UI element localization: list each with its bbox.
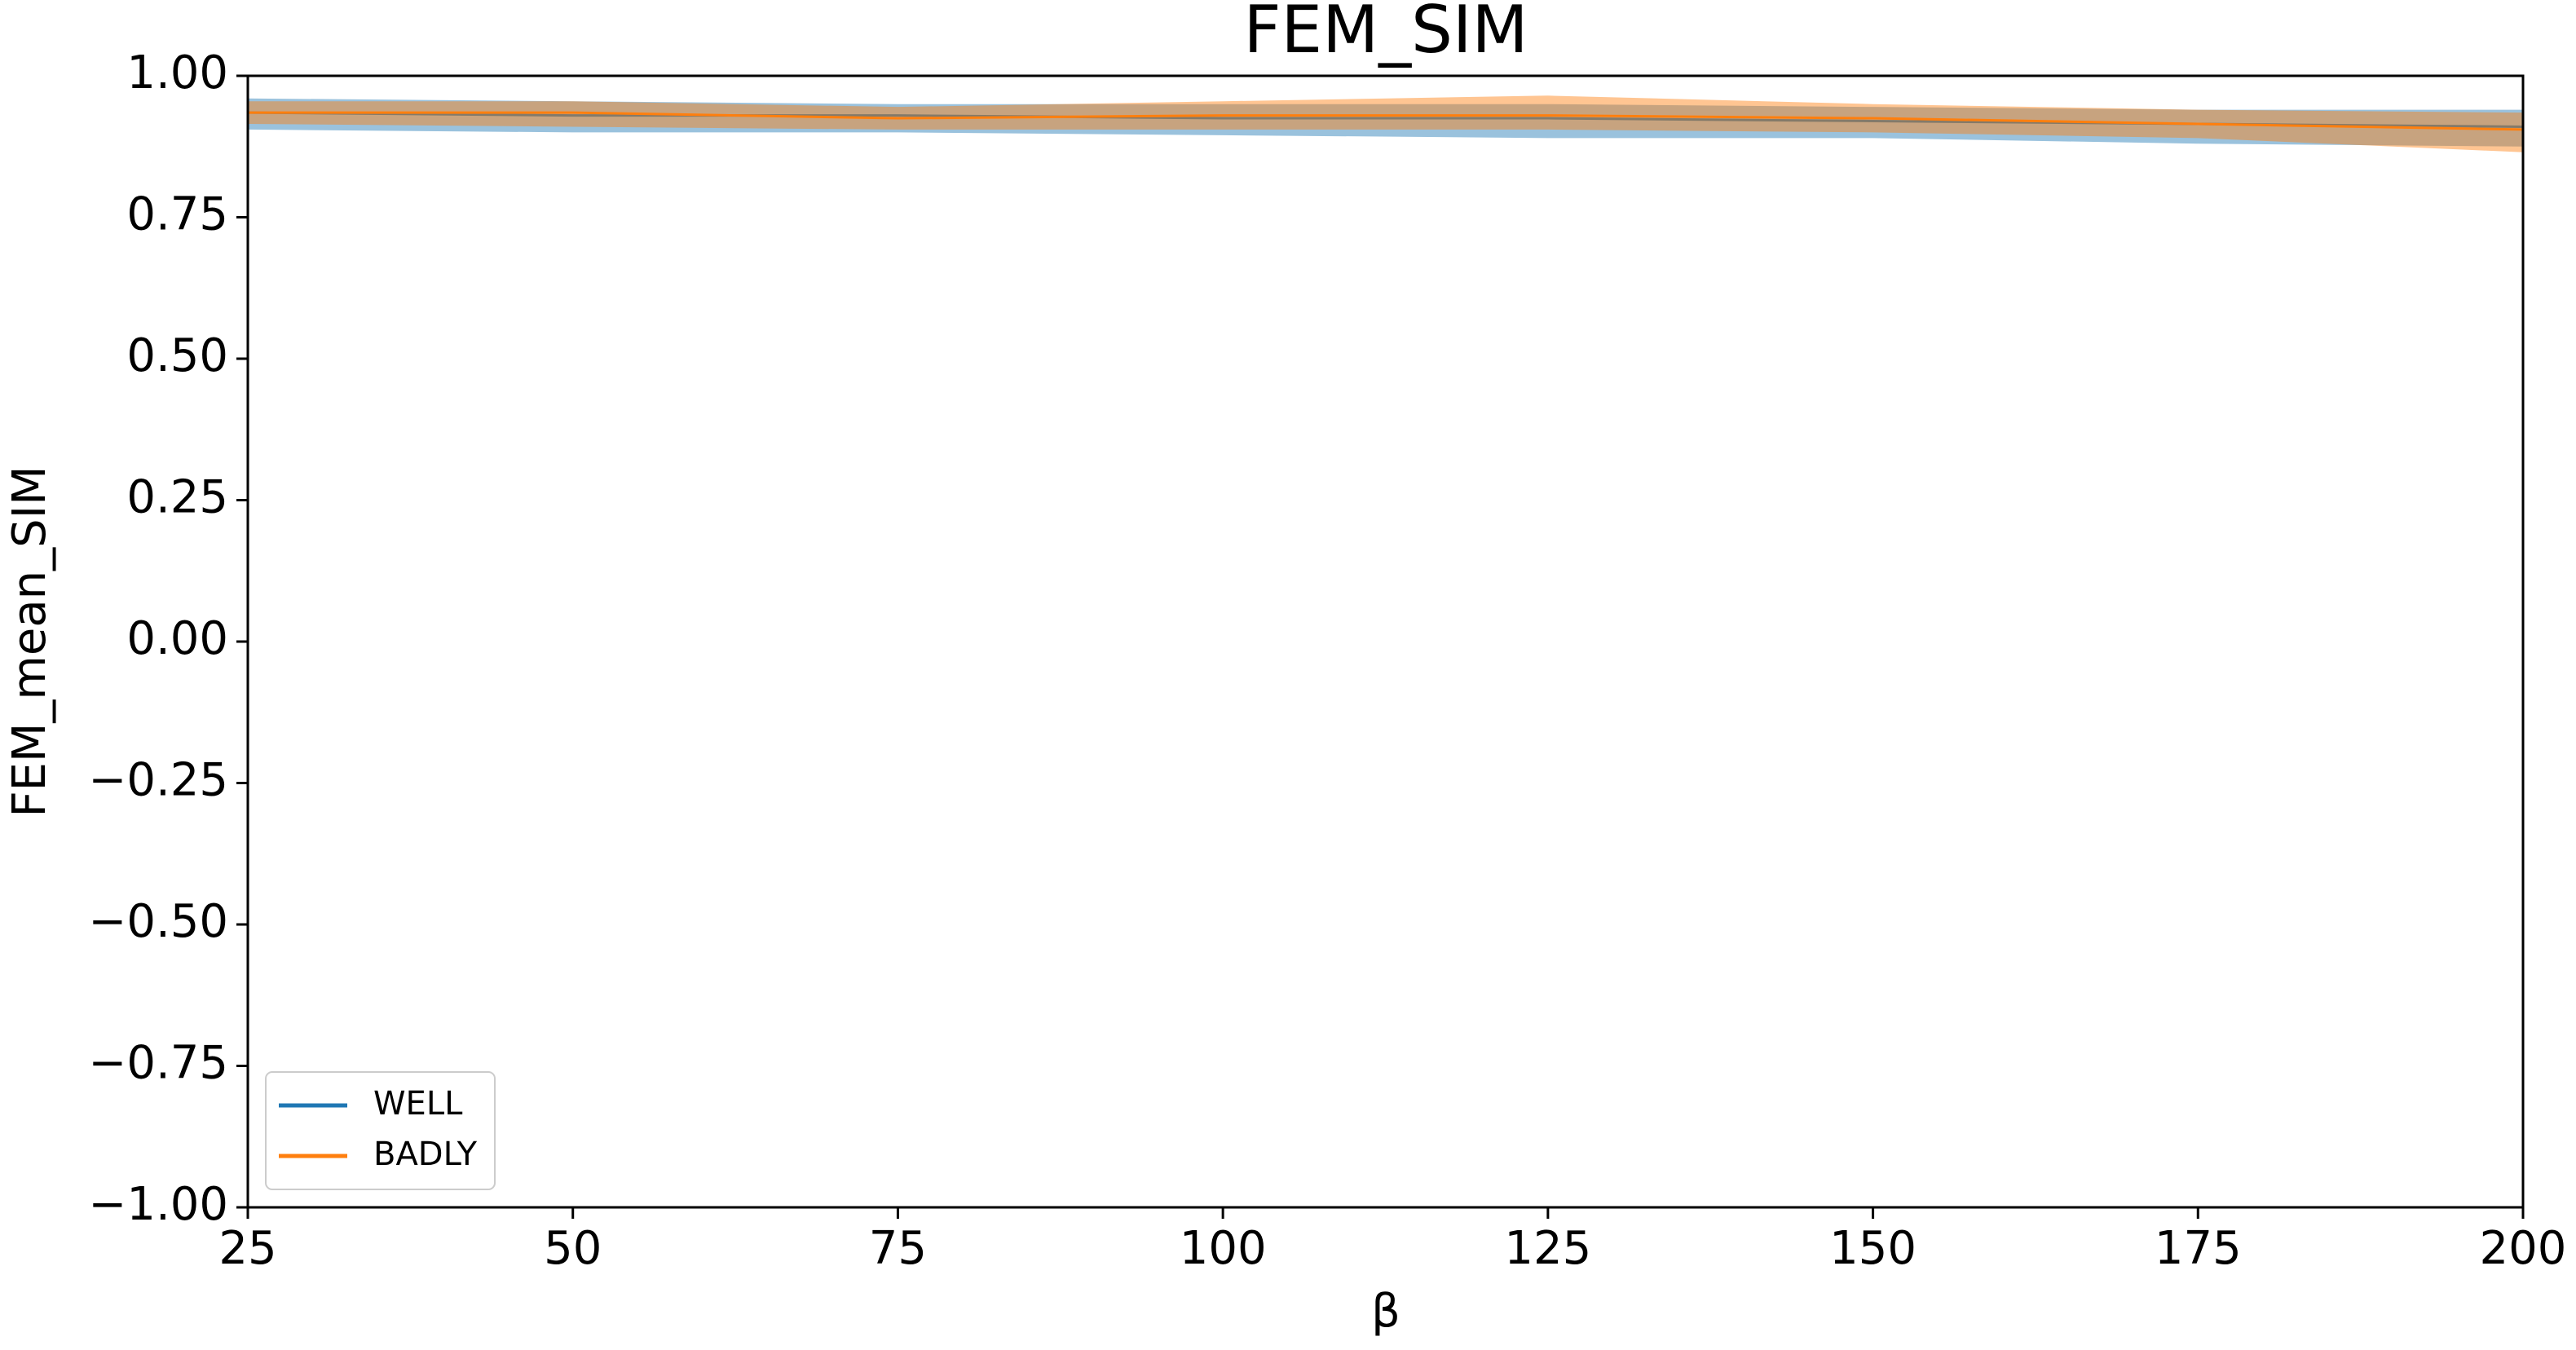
y-tick-label: −0.75 [88, 1037, 228, 1090]
plot-frame [246, 74, 2525, 1209]
y-tick-label: 1.00 [126, 46, 228, 99]
x-tick-label: 75 [869, 1222, 927, 1275]
y-tick-label: 0.75 [126, 188, 228, 241]
y-tick-label: −1.00 [88, 1178, 228, 1231]
legend-label: WELL [373, 1085, 463, 1123]
legend-box [265, 1071, 496, 1190]
x-tick-label: 100 [1180, 1222, 1267, 1275]
y-tick-label: 0.25 [126, 471, 228, 524]
x-tick-label: 25 [218, 1222, 276, 1275]
legend: WELL BADLY [265, 1071, 496, 1190]
x-tick-label: 150 [1829, 1222, 1917, 1275]
y-axis-label: FEM_mean_SIM [3, 465, 56, 817]
x-tick-label: 200 [2480, 1222, 2567, 1275]
x-tick-label: 175 [2155, 1222, 2242, 1275]
x-tick-label: 125 [1504, 1222, 1591, 1275]
y-tick-label: 0.00 [126, 612, 228, 665]
chart-title: FEM_SIM [1244, 0, 1528, 68]
confidence-band [248, 95, 2523, 152]
x-tick-label: 50 [544, 1222, 602, 1275]
confidence-band [248, 98, 2523, 147]
y-tick-label: −0.25 [88, 754, 228, 807]
x-axis-label: β [1371, 1285, 1400, 1338]
line [248, 111, 2524, 131]
y-tick-label: −0.50 [88, 895, 228, 948]
legend-label: BADLY [373, 1136, 478, 1173]
y-tick-label: 0.50 [126, 329, 228, 382]
